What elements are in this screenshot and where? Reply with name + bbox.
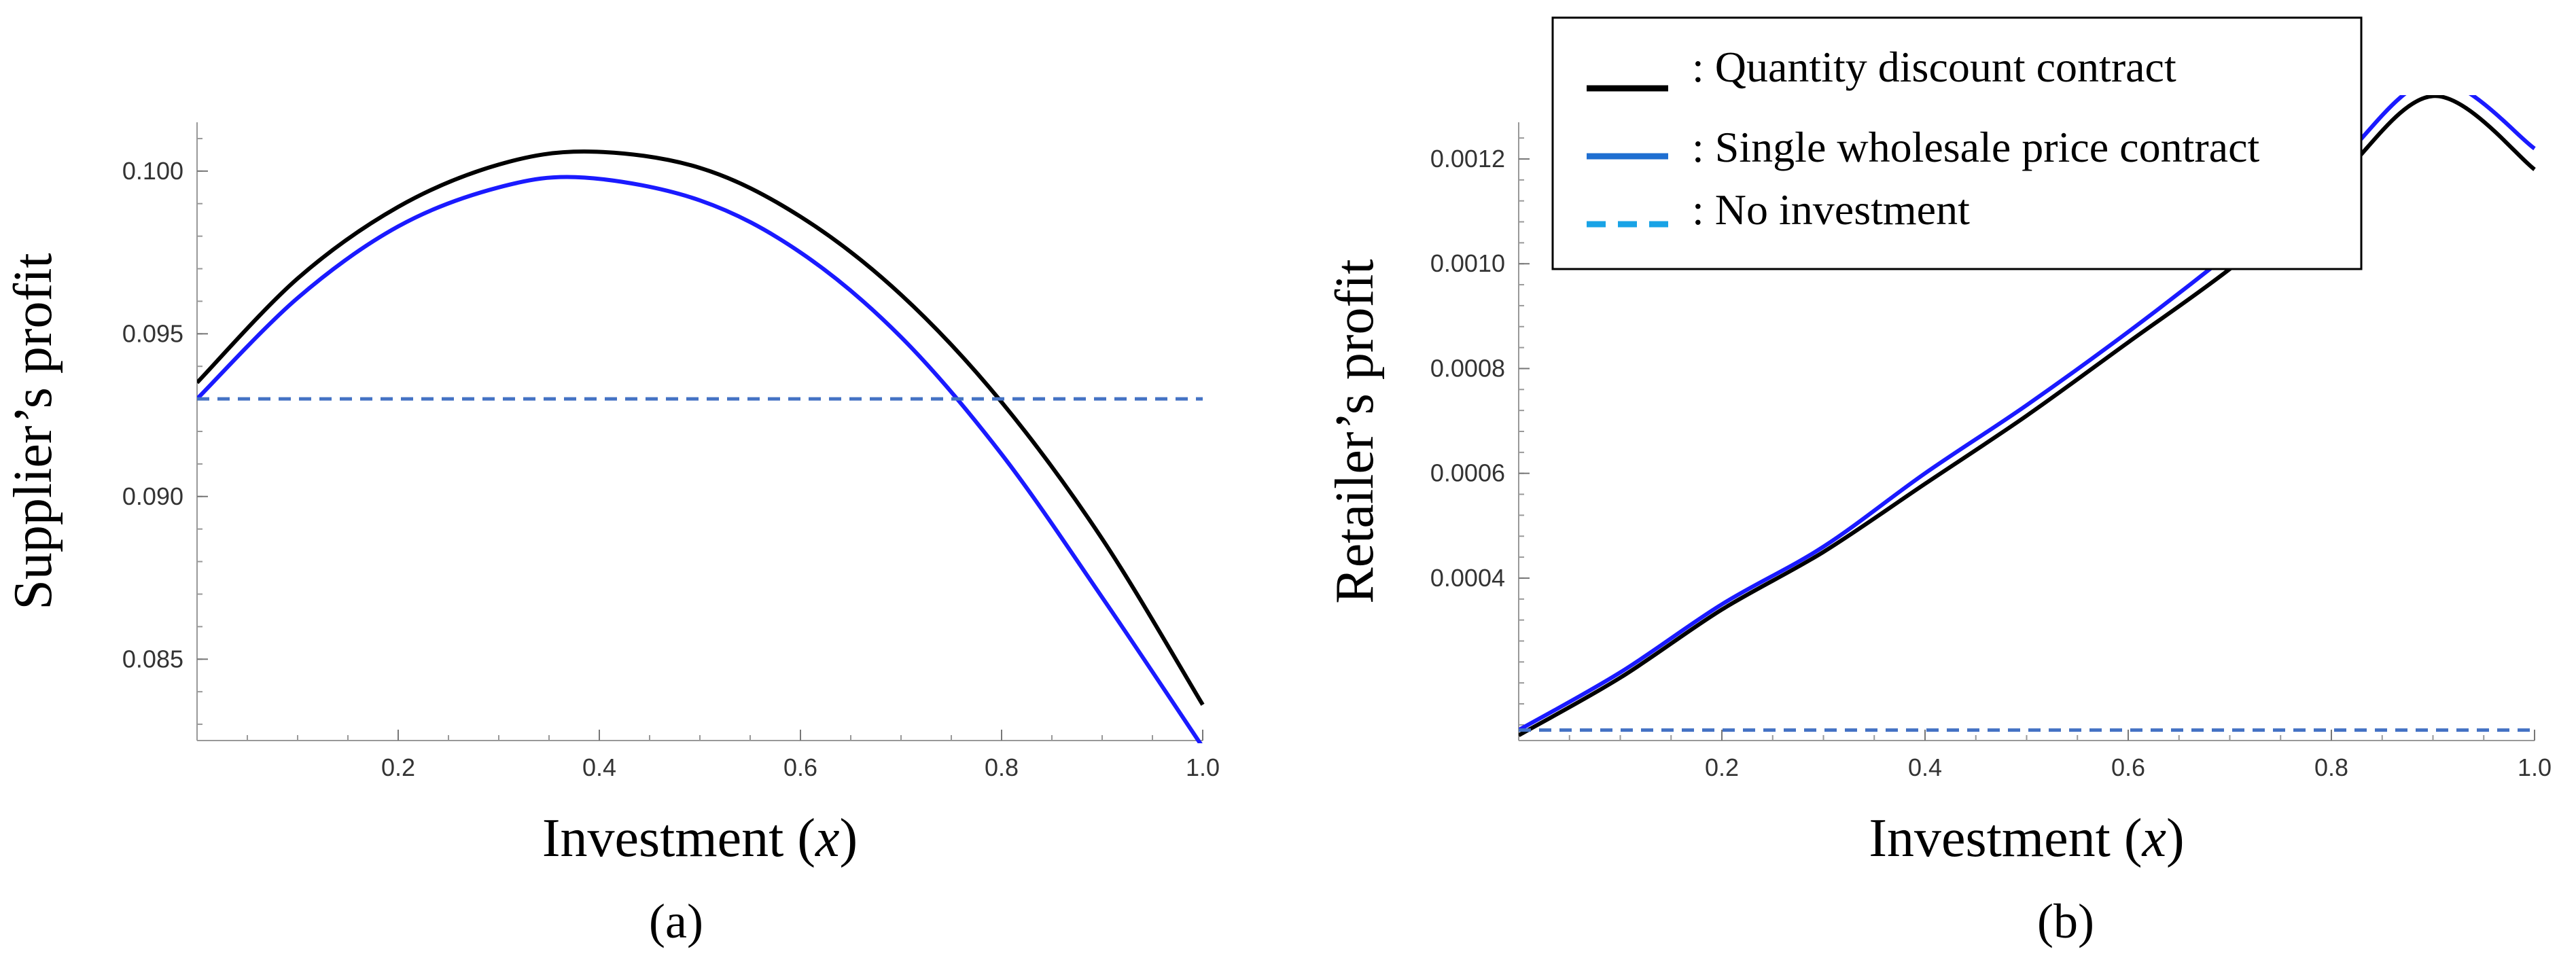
y-axis-title: Supplier’s profit <box>3 253 63 609</box>
legend-frame <box>1551 16 2363 270</box>
x-tick-label: 1.0 <box>2518 753 2552 781</box>
y-tick-label: 0.095 <box>122 319 183 347</box>
y-tick-label: 0.090 <box>122 482 183 510</box>
series-line-single-wholesale-price-contract <box>197 175 1203 743</box>
x-tick-label: 0.8 <box>2314 753 2348 781</box>
y-tick-label: 0.0006 <box>1430 459 1505 487</box>
x-tick-label: 0.6 <box>2111 753 2145 781</box>
x-tick-label: 0.4 <box>582 753 616 781</box>
legend-label-no-investment: : No investment <box>1692 185 1970 234</box>
x-axis-title: Investment (x) <box>1869 808 2184 868</box>
y-tick-label: 0.0012 <box>1430 145 1505 173</box>
y-tick-label: 0.0010 <box>1430 249 1505 277</box>
legend-label-single-wholesale: : Single wholesale price contract <box>1692 123 2259 171</box>
series-line-single-wholesale-price-contract <box>1519 95 2536 732</box>
y-tick-label: 0.085 <box>122 645 183 673</box>
x-tick-label: 0.6 <box>783 753 817 781</box>
panel-b: 0.2 0.4 0.6 0.8 1.0 0.0004 0.0006 0.0008 0.0010 0… <box>1325 95 2552 948</box>
panel-label: (a) <box>649 894 703 948</box>
y-axis-title: Retailer’s profit <box>1325 259 1385 603</box>
y-tick-label: 0.0008 <box>1430 354 1505 382</box>
x-tick-label: 1.0 <box>1186 753 1220 781</box>
series-line-quantity-discount-contract <box>197 149 1205 706</box>
y-tick-label: 0.0004 <box>1430 564 1505 592</box>
y-tick-label: 0.100 <box>122 157 183 185</box>
legend: : Quantity discount contract : Single wh… <box>1551 16 2363 270</box>
legend-label-quantity-discount: : Quantity discount contract <box>1692 43 2176 91</box>
x-tick-label: 0.4 <box>1908 753 1942 781</box>
x-axis-title: Investment (x) <box>542 808 858 868</box>
series-line-quantity-discount-contract <box>1519 95 2536 737</box>
panel-label: (b) <box>2037 894 2094 948</box>
x-tick-label: 0.2 <box>381 753 415 781</box>
panel-a: 0.2 0.4 0.6 0.8 1.0 0.085 0.090 0.095 0.100 Inves… <box>3 122 1220 948</box>
x-tick-label: 0.2 <box>1705 753 1739 781</box>
x-tick-label: 0.8 <box>985 753 1019 781</box>
